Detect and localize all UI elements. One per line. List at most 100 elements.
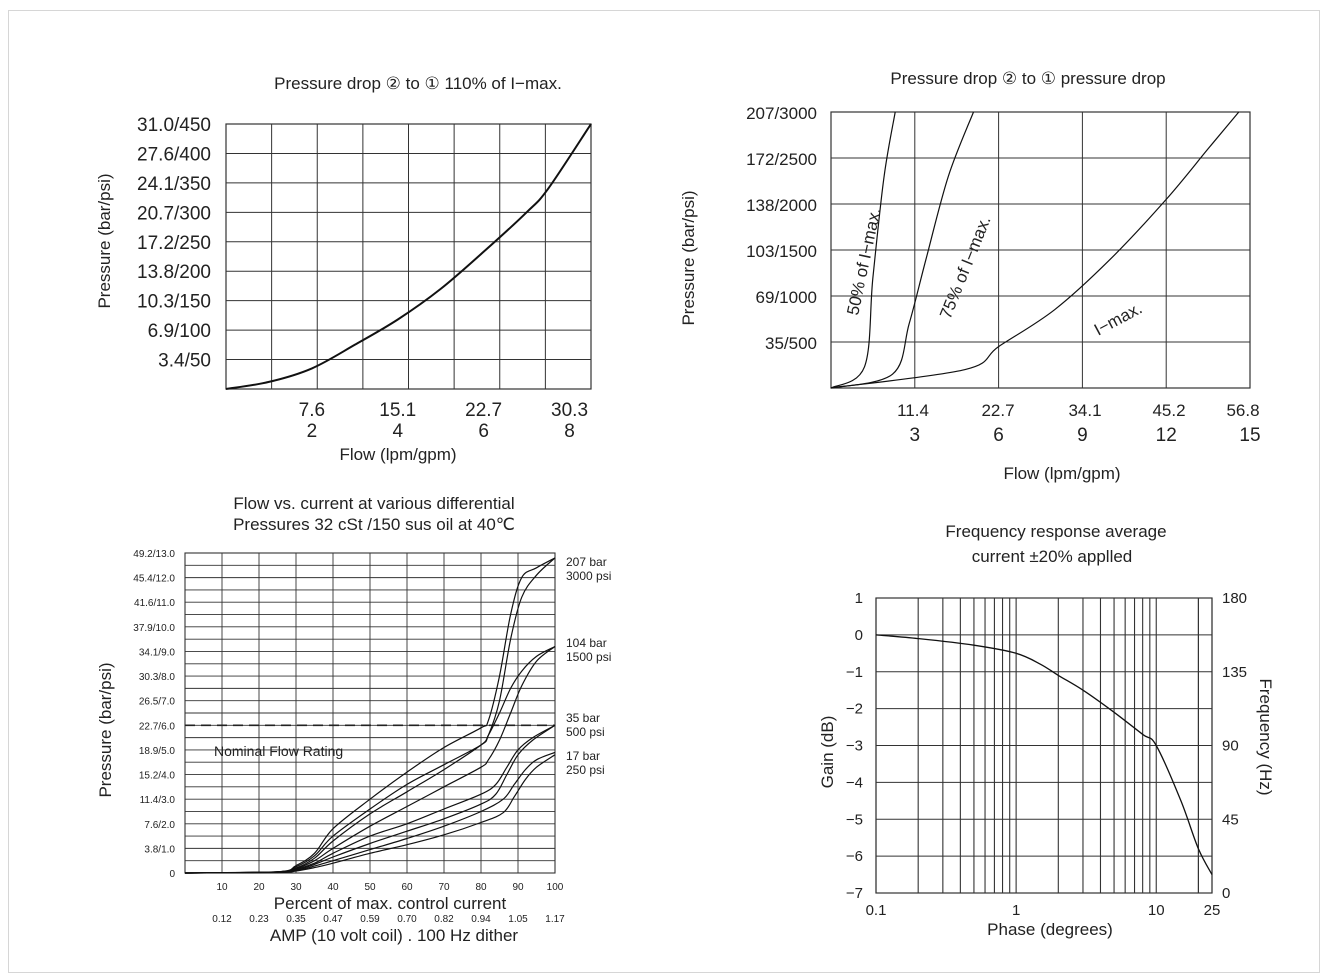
chart-3-x-tick-amp: 0.59 bbox=[360, 914, 380, 925]
chart-2-x-tick-gpm: 6 bbox=[993, 425, 1004, 446]
chart-3-curve-label: 104 bar bbox=[566, 636, 607, 650]
chart-3-x-tick-amp: 0.70 bbox=[397, 914, 417, 925]
chart-4-y-tick-right: 0 bbox=[1222, 885, 1230, 902]
chart-1: Pressure drop ② to ① 110% of I−max. 3.4/… bbox=[95, 74, 591, 464]
chart-3-x-tick: 10 bbox=[216, 882, 228, 893]
chart-3-y-tick: 0 bbox=[169, 869, 175, 880]
chart-4-grid bbox=[876, 598, 1212, 893]
chart-1-y-tick: 10.3/150 bbox=[137, 292, 211, 313]
chart-4-x-tick: 1 bbox=[1012, 902, 1020, 919]
chart-4-y-tick-left: −6 bbox=[846, 848, 863, 865]
chart-3-x-axis-label-2: AMP (10 volt coil) . 100 Hz dither bbox=[270, 926, 519, 945]
chart-1-y-axis-label: Pressure (bar/psi) bbox=[95, 173, 114, 308]
chart-2-y-tick: 103/1500 bbox=[746, 242, 817, 261]
chart-3-y-tick: 30.3/8.0 bbox=[139, 672, 176, 683]
chart-3-curve-label-psi: 500 psi bbox=[566, 725, 605, 739]
chart-4-x-tick: 25 bbox=[1204, 902, 1221, 919]
chart-2-y-tick: 35/500 bbox=[765, 334, 817, 353]
chart-2-curve-label-imax: I−max. bbox=[1091, 299, 1145, 340]
chart-3-y-ticks: 0 3.8/1.0 7.6/2.0 11.4/3.0 15.2/4.0 18.9/5.0 2… bbox=[133, 549, 175, 880]
chart-1-y-tick: 17.2/250 bbox=[137, 233, 211, 254]
chart-1-y-tick: 31.0/450 bbox=[137, 115, 211, 136]
chart-1-x-axis-label: Flow (lpm/gpm) bbox=[339, 445, 456, 464]
chart-3-x-tick: 100 bbox=[547, 882, 564, 893]
chart-2-curve-label-75: 75% of I−max. bbox=[936, 213, 995, 321]
chart-3-y-axis-label: Pressure (bar/psi) bbox=[96, 662, 115, 797]
chart-4-y-tick-right: 135 bbox=[1222, 664, 1247, 681]
chart-4-series bbox=[876, 635, 1212, 875]
chart-3-y-tick: 34.1/9.0 bbox=[139, 647, 176, 658]
chart-3-x-tick-amp: 0.23 bbox=[249, 914, 269, 925]
chart-1-title: Pressure drop ② to ① 110% of I−max. bbox=[274, 74, 562, 93]
chart-2-x-tick-gpm: 15 bbox=[1239, 425, 1260, 446]
chart-3-x-axis-label: Percent of max. control current bbox=[274, 894, 507, 913]
chart-2-y-ticks: 35/50069/1000103/1500138/2000172/2500207… bbox=[746, 104, 817, 353]
chart-3-x-tick: 50 bbox=[364, 882, 376, 893]
chart-1-y-tick: 13.8/200 bbox=[137, 262, 211, 283]
chart-3-x-tick-amp: 1.17 bbox=[545, 914, 565, 925]
chart-4-title-line1: Frequency response average bbox=[945, 522, 1166, 541]
chart-2-x-tick: 34.1 bbox=[1068, 401, 1101, 420]
chart-1-x-tick: 22.7 bbox=[465, 400, 502, 421]
chart-3-title-line2: Pressures 32 cSt /150 sus oil at 40℃ bbox=[233, 515, 515, 534]
chart-3-y-tick: 15.2/4.0 bbox=[139, 771, 176, 782]
chart-1-x-tick: 30.3 bbox=[551, 400, 588, 421]
chart-3-x-tick: 20 bbox=[253, 882, 265, 893]
chart-1-y-ticks: 3.4/50 6.9/100 10.3/150 13.8/200 17.2/250 20.… bbox=[137, 115, 211, 372]
chart-4-series-line bbox=[876, 635, 1212, 875]
chart-4-x-ticks: 0.1 1 10 25 bbox=[866, 902, 1221, 919]
chart-2-title: Pressure drop ② to ① pressure drop bbox=[890, 69, 1165, 88]
chart-3-curve-label-psi: 250 psi bbox=[566, 763, 605, 777]
chart-3-curve-label-psi: 1500 psi bbox=[566, 650, 611, 664]
chart-3-x-tick: 90 bbox=[512, 882, 524, 893]
chart-4-y-tick-left: −1 bbox=[846, 664, 863, 681]
chart-4-y-tick-right: 45 bbox=[1222, 811, 1239, 828]
chart-4: Frequency response average current ±20% … bbox=[818, 522, 1275, 939]
chart-3-x-tick: 40 bbox=[327, 882, 339, 893]
chart-4-y-tick-left: −4 bbox=[846, 774, 863, 791]
chart-3-x-tick: 60 bbox=[401, 882, 413, 893]
chart-3-x-tick-amp: 0.35 bbox=[286, 914, 306, 925]
chart-1-x-tick: 7.6 bbox=[299, 400, 325, 421]
chart-3-x-tick-amp: 0.12 bbox=[212, 914, 232, 925]
chart-4-x-tick: 0.1 bbox=[866, 902, 887, 919]
chart-4-x-tick: 10 bbox=[1148, 902, 1165, 919]
chart-3-x-tick: 30 bbox=[290, 882, 302, 893]
chart-2-x-tick: 56.8 bbox=[1226, 401, 1259, 420]
chart-3-curve-label: 35 bar bbox=[566, 711, 600, 725]
chart-3-x-tick-amp: 0.47 bbox=[323, 914, 343, 925]
chart-4-y-tick-left: −2 bbox=[846, 701, 863, 718]
chart-1-y-tick: 3.4/50 bbox=[158, 351, 211, 372]
chart-4-y-tick-left: 1 bbox=[855, 590, 863, 607]
chart-1-grid bbox=[226, 124, 591, 389]
chart-3-y-tick: 49.2/13.0 bbox=[133, 549, 175, 560]
chart-1-y-tick: 24.1/350 bbox=[137, 174, 211, 195]
chart-2: Pressure drop ② to ① pressure drop 35/50… bbox=[679, 69, 1261, 483]
chart-4-y-tick-left: −7 bbox=[846, 885, 863, 902]
chart-3-y-tick: 7.6/2.0 bbox=[144, 820, 175, 831]
chart-2-y-tick: 138/2000 bbox=[746, 196, 817, 215]
chart-1-y-tick: 6.9/100 bbox=[148, 321, 211, 342]
chart-3-title-line1: Flow vs. current at various differential bbox=[233, 494, 514, 513]
chart-2-y-tick: 207/3000 bbox=[746, 104, 817, 123]
chart-1-y-tick: 20.7/300 bbox=[137, 203, 211, 224]
chart-2-x-tick-gpm: 9 bbox=[1077, 425, 1088, 446]
chart-4-y-tick-left: −3 bbox=[846, 738, 863, 755]
chart-2-x-tick-gpm: 12 bbox=[1156, 425, 1177, 446]
chart-2-x-tick: 11.4 bbox=[897, 401, 929, 420]
chart-2-y-tick: 69/1000 bbox=[756, 288, 817, 307]
chart-1-x-ticks: 7.6 15.1 22.7 30.3 2 4 6 8 bbox=[299, 400, 588, 442]
chart-3-y-tick: 3.8/1.0 bbox=[144, 844, 175, 855]
chart-3-y-tick: 22.7/6.0 bbox=[139, 721, 176, 732]
chart-1-x-tick-gpm: 8 bbox=[564, 421, 575, 442]
chart-3-y-tick: 26.5/7.0 bbox=[139, 697, 176, 708]
chart-2-x-tick: 22.7 bbox=[981, 401, 1014, 420]
chart-2-y-axis-label: Pressure (bar/psi) bbox=[679, 190, 698, 325]
chart-3-x-tick: 80 bbox=[475, 882, 487, 893]
chart-3-curve-label-psi: 3000 psi bbox=[566, 569, 611, 583]
chart-3-curve-label: 207 bar bbox=[566, 555, 607, 569]
chart-2-x-axis-label: Flow (lpm/gpm) bbox=[1003, 464, 1120, 483]
chart-3-x-tick-amp: 1.05 bbox=[508, 914, 528, 925]
chart-3-y-tick: 11.4/3.0 bbox=[140, 795, 176, 806]
